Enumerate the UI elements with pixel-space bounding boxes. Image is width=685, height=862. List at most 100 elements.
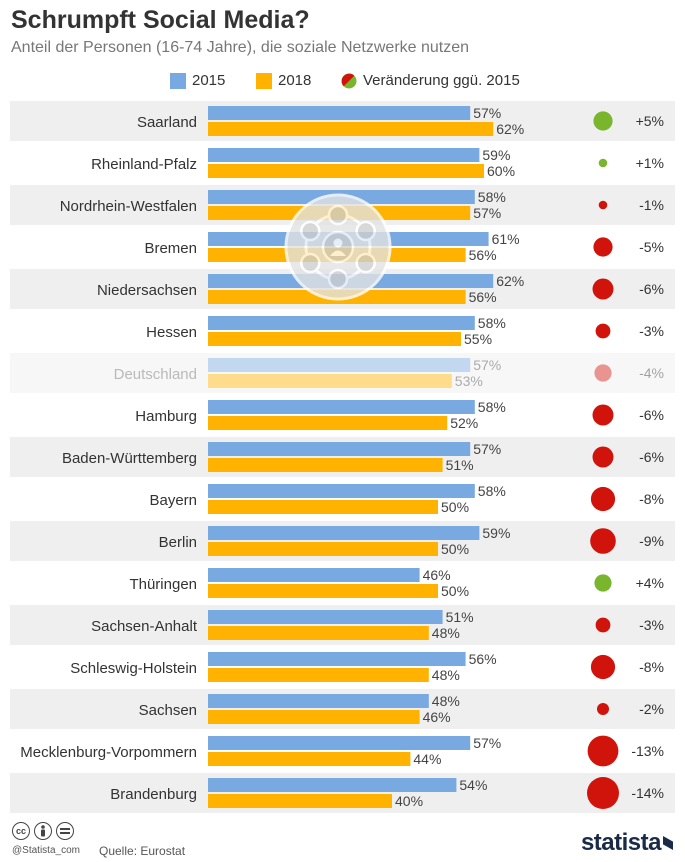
bar-2018 <box>208 794 392 808</box>
chart-title: Schrumpft Social Media? <box>11 6 310 34</box>
bar-2018 <box>208 500 438 514</box>
value-label-2015: 51% <box>446 609 474 625</box>
chart-row: Mecklenburg-Vorpommern 57% 44% -13% <box>20 735 664 767</box>
value-label-2018: 48% <box>432 667 460 683</box>
value-label-2015: 58% <box>478 315 506 331</box>
legend-item-change: Veränderung ggü. 2015 <box>341 72 520 89</box>
chart-subtitle: Anteil der Personen (16-74 Jahre), die s… <box>11 39 470 56</box>
change-label: -9% <box>639 533 664 549</box>
bar-2015 <box>208 484 475 498</box>
row-stripe <box>10 353 675 393</box>
chart-row: Berlin 59% 50% -9% <box>10 521 675 561</box>
value-label-2018: 50% <box>441 583 469 599</box>
category-label: Bayern <box>149 492 197 509</box>
category-label: Sachsen <box>139 702 197 719</box>
change-label: +5% <box>636 113 664 129</box>
change-label: -14% <box>631 785 664 801</box>
chart-row: Bayern 58% 50% -8% <box>149 483 664 515</box>
value-label-2018: 50% <box>441 541 469 557</box>
change-dot-icon <box>341 73 357 88</box>
category-label: Berlin <box>159 534 197 551</box>
value-label-2015: 61% <box>492 231 520 247</box>
legend-label-change: Veränderung ggü. 2015 <box>363 72 520 89</box>
value-label-2018: 44% <box>413 751 441 767</box>
value-label-2015: 62% <box>496 273 524 289</box>
bar-2018 <box>208 458 443 472</box>
value-label-2018: 57% <box>473 205 501 221</box>
statista-handle: @Statista_com <box>12 845 80 856</box>
change-dot <box>595 617 611 633</box>
value-label-2015: 59% <box>482 525 510 541</box>
bar-2018 <box>208 710 420 724</box>
category-label: Nordrhein-Westfalen <box>60 198 197 215</box>
change-label: -5% <box>639 239 664 255</box>
category-label: Schleswig-Holstein <box>70 660 197 677</box>
change-label: -1% <box>639 197 664 213</box>
category-label: Mecklenburg-Vorpommern <box>20 744 197 761</box>
value-label-2015: 58% <box>478 483 506 499</box>
change-label: -6% <box>639 281 664 297</box>
chart-row: Rheinland-Pfalz 59%60% +1% <box>91 147 664 179</box>
change-dot <box>592 446 614 468</box>
change-dot <box>595 323 611 339</box>
bar-2015 <box>208 526 480 540</box>
bar-2018 <box>208 122 494 136</box>
social-network-watermark-icon <box>284 193 392 301</box>
chart-row: Sachsen 48%46% -2% <box>10 689 675 729</box>
value-label-2018: 51% <box>446 457 474 473</box>
bar-2015 <box>208 652 466 666</box>
change-label: -3% <box>639 617 664 633</box>
bar-2015 <box>208 568 420 582</box>
bar-2018 <box>208 164 484 178</box>
category-label: Rheinland-Pfalz <box>91 156 197 173</box>
value-label-2018: 62% <box>496 121 524 137</box>
value-label-2015: 46% <box>423 567 451 583</box>
legend: 2015 2018 Veränderung ggü. 2015 <box>0 72 685 92</box>
bar-2018 <box>208 542 438 556</box>
legend-item-2015: 2015 <box>170 72 225 89</box>
bar-2018 <box>208 752 411 766</box>
value-label-2015: 59% <box>482 147 510 163</box>
change-label: -4% <box>639 365 664 381</box>
statista-logo-mark-icon <box>663 836 673 850</box>
bar-2015 <box>208 148 480 162</box>
change-label: -3% <box>639 323 664 339</box>
chart-row: Baden-Württemberg 57%51% -6% <box>10 437 675 477</box>
change-dot <box>593 111 613 131</box>
bar-2015 <box>208 736 471 750</box>
value-label-2015: 56% <box>469 651 497 667</box>
chart-row: Bremen 61%56% -5% <box>144 231 664 263</box>
chart-row: Sachsen-Anhalt 51%48% -3% <box>10 605 675 645</box>
change-dot <box>597 703 609 715</box>
chart-row: Schleswig-Holstein 56% 48% -8% <box>70 651 664 683</box>
change-label: +1% <box>636 155 664 171</box>
license-icons: cc <box>12 822 74 840</box>
bar-2015 <box>208 778 457 792</box>
change-dot <box>587 735 619 767</box>
statista-logo: statista <box>581 829 673 857</box>
chart-row: Hessen 58%55% -3% <box>146 315 664 347</box>
bar-2015 <box>208 694 429 708</box>
change-dot <box>592 404 614 426</box>
value-label-2018: 53% <box>455 373 483 389</box>
chart-row: Hamburg 58%52% -6% <box>135 399 664 431</box>
bar-2015 <box>208 400 475 414</box>
category-label: Bremen <box>144 240 197 257</box>
category-label: Hessen <box>146 324 197 341</box>
legend-item-2018: 2018 <box>256 72 311 89</box>
legend-label-2018: 2018 <box>278 72 312 89</box>
change-dot <box>587 777 619 809</box>
nd-icon <box>56 822 74 840</box>
bar-2015 <box>208 106 471 120</box>
change-dot <box>594 574 612 592</box>
category-label: Niedersachsen <box>97 282 197 299</box>
legend-label-2015: 2015 <box>192 72 226 89</box>
value-label-2018: 48% <box>432 625 460 641</box>
bar-2018 <box>208 332 461 346</box>
by-icon <box>34 822 52 840</box>
chart-row: Saarland 57%62% +5% <box>10 101 675 141</box>
change-dot <box>592 278 614 300</box>
change-label: +4% <box>636 575 664 591</box>
value-label-2015: 48% <box>432 693 460 709</box>
